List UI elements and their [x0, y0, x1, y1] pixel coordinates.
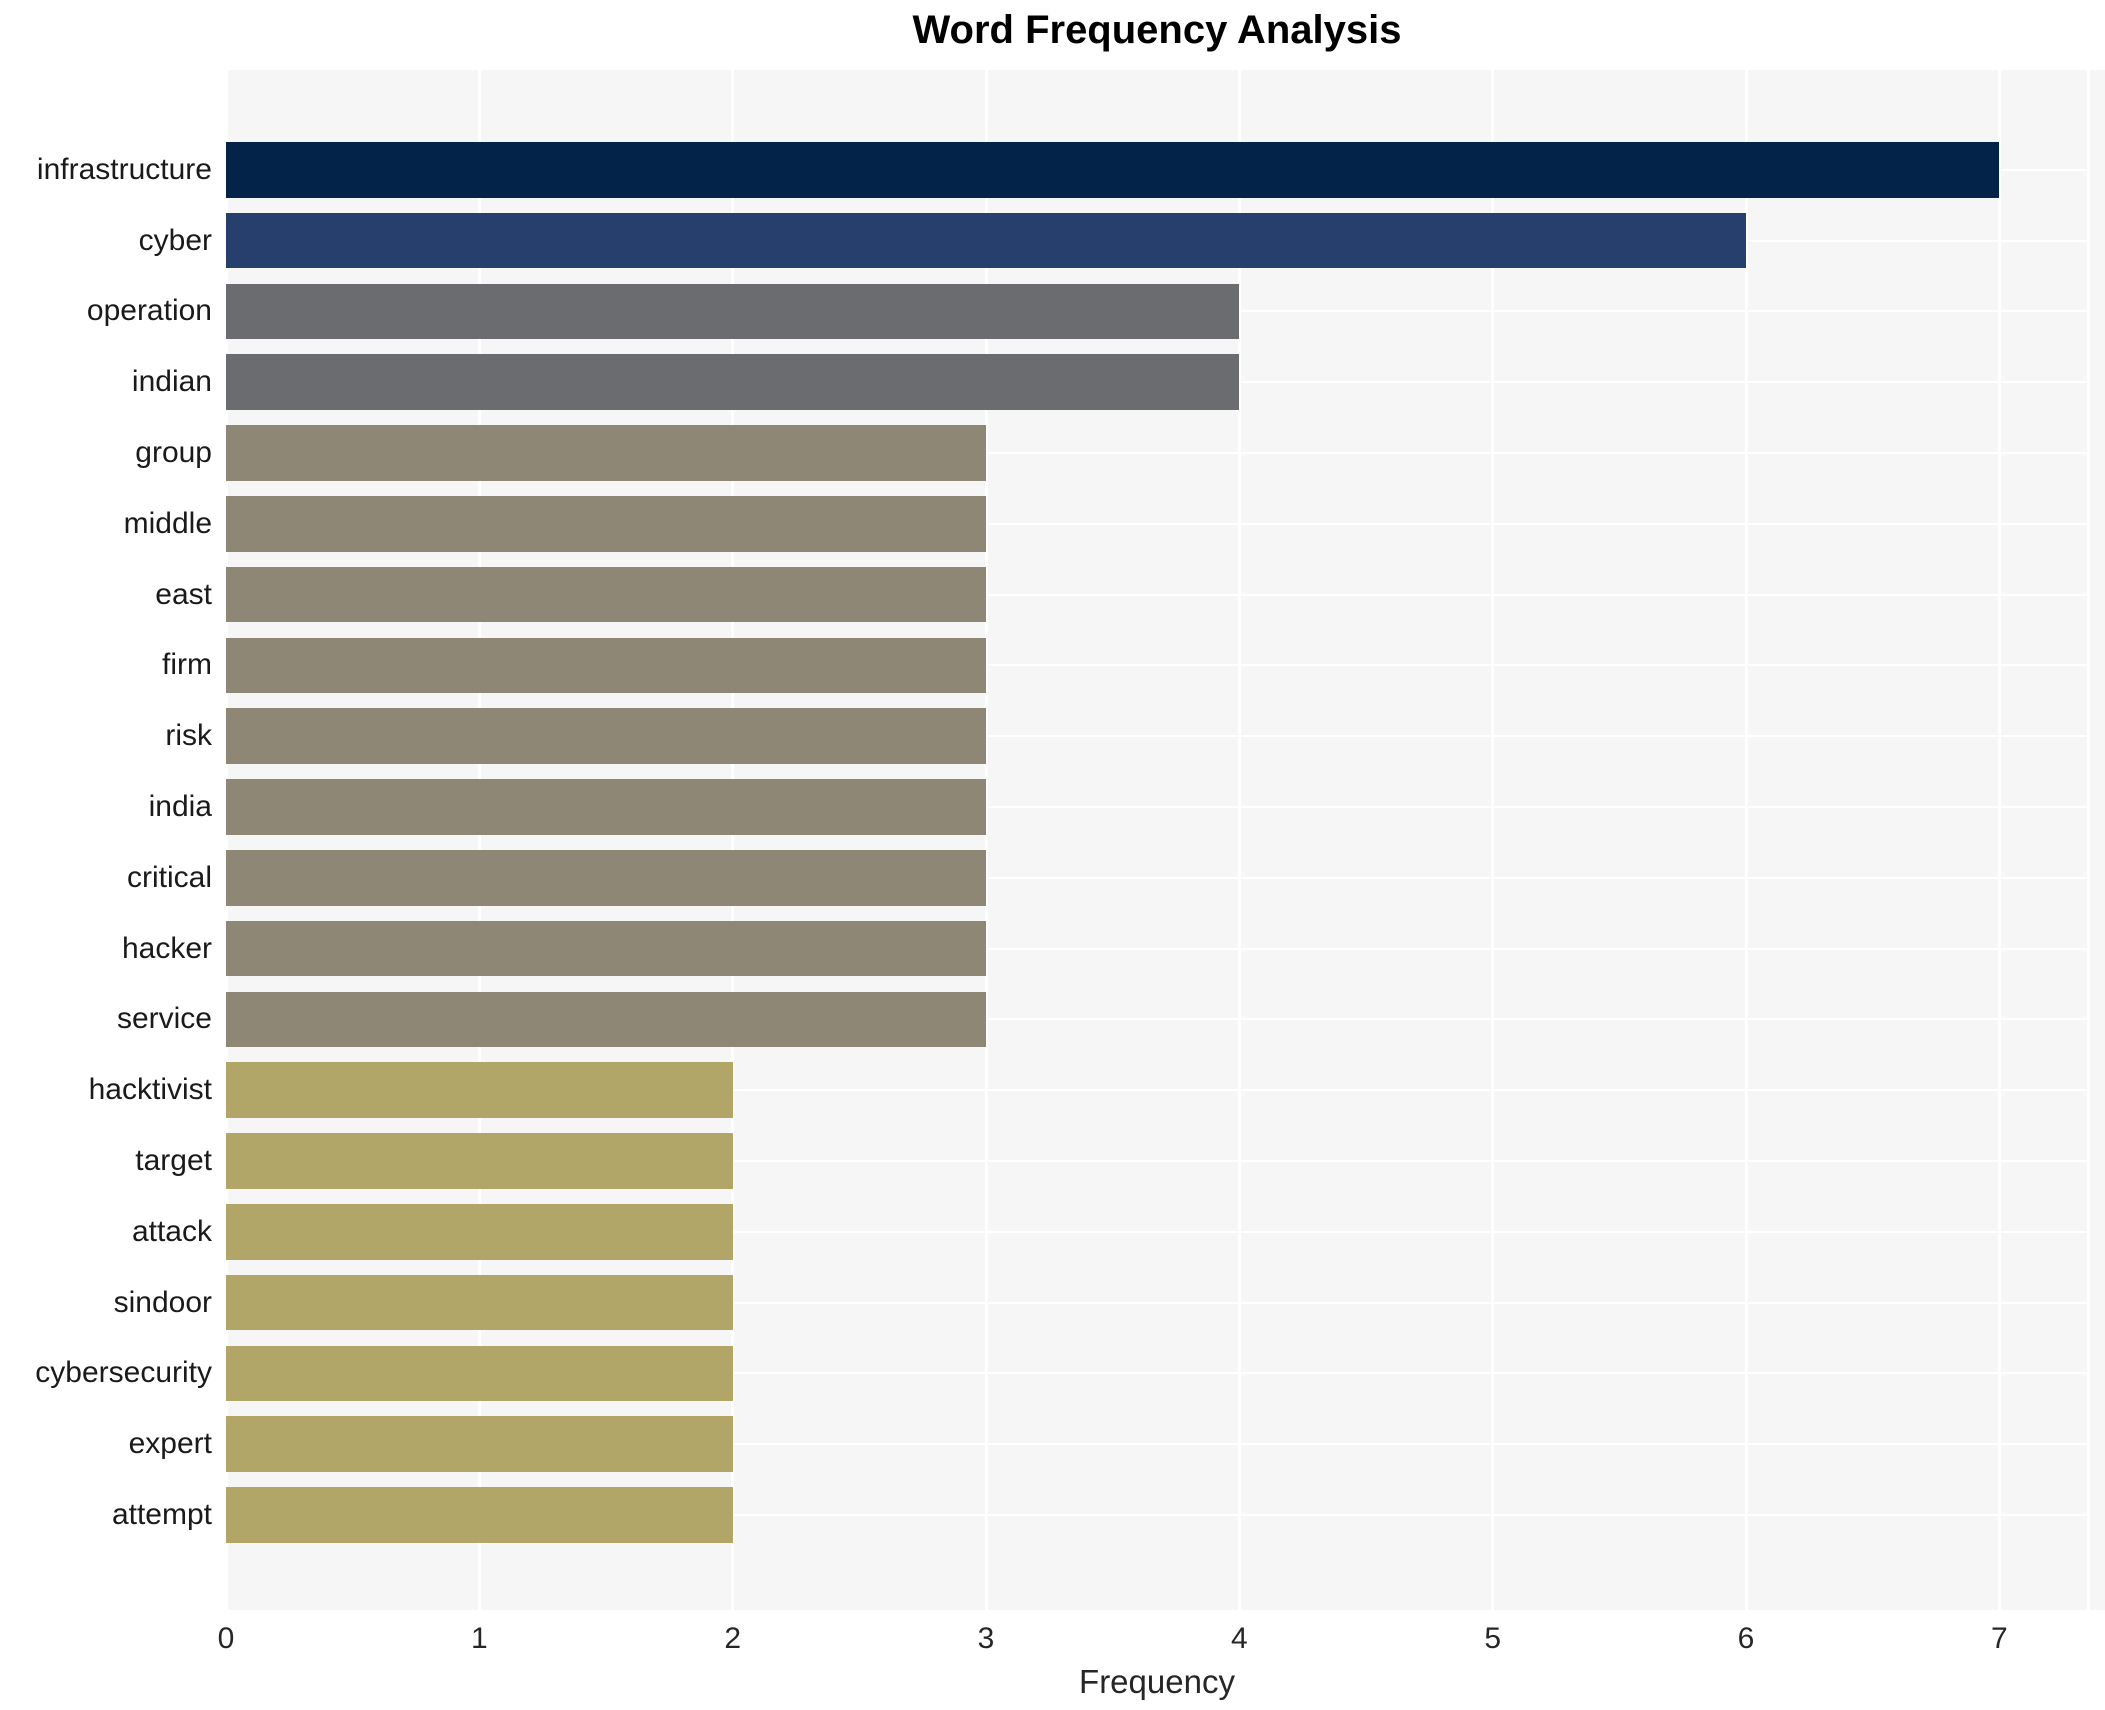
y-axis-label: hacker: [121, 931, 212, 965]
x-tick-label: 4: [1230, 1622, 1248, 1655]
bar-service: [226, 991, 986, 1048]
gridline-vertical: [477, 70, 481, 1610]
gridline-horizontal: [226, 805, 2088, 808]
gridline-horizontal: [226, 664, 2088, 667]
gridline-vertical: [1997, 70, 2001, 1610]
gridline-horizontal: [226, 1372, 2088, 1375]
y-axis-label: critical: [126, 860, 212, 894]
gridline-horizontal: [226, 735, 2088, 738]
y-axis-label: infrastructure: [36, 152, 212, 186]
gridline-horizontal: [226, 1443, 2088, 1446]
bar-attempt: [226, 1487, 733, 1543]
y-axis-label: attack: [131, 1214, 212, 1248]
chart-title: Word Frequency Analysis: [912, 8, 1402, 52]
gridline-horizontal: [226, 1230, 2088, 1233]
gridline-horizontal: [226, 1513, 2088, 1516]
bar-middle: [226, 496, 986, 552]
y-axis-label: expert: [128, 1427, 212, 1461]
bar-cybersecurity: [226, 1345, 733, 1402]
y-axis-label: firm: [162, 648, 212, 682]
gridline-horizontal: [226, 947, 2088, 950]
gridline-horizontal: [226, 1018, 2088, 1021]
y-axis-label: middle: [123, 506, 212, 540]
bar-hacktivist: [226, 1062, 733, 1118]
x-tick-label: 3: [977, 1622, 995, 1655]
bar-india: [226, 779, 986, 835]
x-tick-label: 7: [1990, 1622, 2008, 1655]
bar-expert: [226, 1416, 733, 1472]
gridline-vertical: [984, 70, 988, 1610]
y-axis-label: sindoor: [113, 1285, 212, 1319]
x-tick-label: 6: [1737, 1622, 1755, 1655]
bar-firm: [226, 637, 986, 694]
gridline-horizontal: [226, 451, 2088, 454]
x-tick-label: 2: [724, 1622, 741, 1655]
bar-target: [226, 1133, 733, 1189]
x-axis-label: Frequency: [1079, 1663, 1235, 1700]
gridline-vertical: [1744, 70, 1748, 1610]
y-axis-label: operation: [86, 294, 212, 328]
gridline-horizontal: [226, 1301, 2088, 1304]
bar-infrastructure: [226, 142, 2000, 198]
y-axis-label: hacktivist: [88, 1073, 212, 1107]
y-axis-label: attempt: [111, 1497, 212, 1531]
x-tick-label: 0: [217, 1622, 235, 1655]
y-axis-label: indian: [131, 365, 212, 399]
y-axis-label: cybersecurity: [35, 1356, 212, 1390]
bar-critical: [226, 850, 986, 906]
y-axis-label: target: [135, 1143, 212, 1177]
gridline-vertical: [226, 70, 228, 1610]
gridline-horizontal: [226, 1089, 2088, 1092]
y-axis-label: east: [155, 577, 212, 611]
gridline-vertical: [1491, 70, 1495, 1610]
plot-area: [226, 70, 2105, 1610]
bar-attack: [226, 1204, 733, 1260]
bar-cyber: [226, 212, 1746, 269]
gridline-vertical: [731, 70, 735, 1610]
gridline-horizontal: [226, 1159, 2088, 1162]
gridline-vertical: [1237, 70, 1241, 1610]
y-axis-label: india: [148, 789, 212, 823]
y-axis-label: cyber: [138, 223, 212, 257]
bar-east: [226, 566, 986, 623]
bar-operation: [226, 283, 1240, 340]
bar-risk: [226, 708, 986, 764]
y-axis-label: risk: [165, 719, 212, 753]
gridline-horizontal: [226, 876, 2088, 879]
plot-right-edge: [2086, 70, 2090, 1610]
bar-sindoor: [226, 1274, 733, 1331]
bar-hacker: [226, 920, 986, 977]
gridline-horizontal: [226, 522, 2088, 525]
x-tick-label: 1: [470, 1622, 488, 1655]
x-tick-label: 5: [1484, 1622, 1501, 1655]
bar-indian: [226, 354, 1240, 410]
y-axis-label: group: [135, 435, 212, 469]
y-axis-label: service: [116, 1002, 212, 1036]
bar-group: [226, 425, 986, 481]
gridline-horizontal: [226, 593, 2088, 596]
